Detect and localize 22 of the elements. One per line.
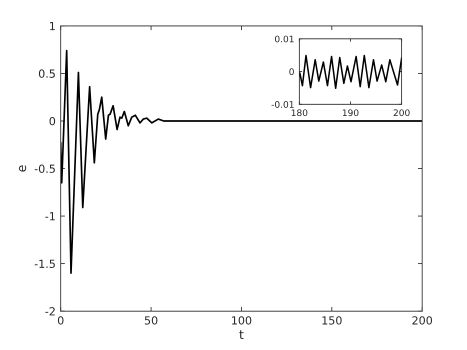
y-tick-label: 0.5 bbox=[38, 69, 55, 78]
line-series bbox=[60, 50, 422, 274]
x-tick-label: 190 bbox=[342, 109, 358, 116]
x-tick-label: 180 bbox=[292, 109, 308, 116]
x-tick-label: 100 bbox=[232, 316, 252, 325]
y-tick-label: -1.5 bbox=[34, 260, 55, 268]
y-tick-label: 0 bbox=[289, 68, 294, 76]
y-axis-title: e bbox=[19, 165, 26, 172]
y-tick-label: 1 bbox=[50, 22, 55, 30]
line-series bbox=[299, 54, 402, 90]
x-tick-label: 0 bbox=[58, 316, 64, 325]
x-tick-label: 200 bbox=[412, 316, 432, 325]
y-tick-label: -1 bbox=[45, 212, 55, 220]
y-tick-label: -0.5 bbox=[34, 164, 55, 173]
y-tick-label: 0 bbox=[50, 116, 56, 126]
x-tick-label: 200 bbox=[394, 109, 410, 116]
y-tick-label: -2 bbox=[45, 307, 55, 316]
y-tick-label: 0.01 bbox=[274, 36, 294, 42]
y-tick-label: -0.01 bbox=[272, 101, 294, 108]
x-tick-label: 150 bbox=[322, 316, 342, 325]
x-tick-label: 50 bbox=[144, 316, 158, 325]
x-axis-title: t bbox=[239, 330, 244, 340]
